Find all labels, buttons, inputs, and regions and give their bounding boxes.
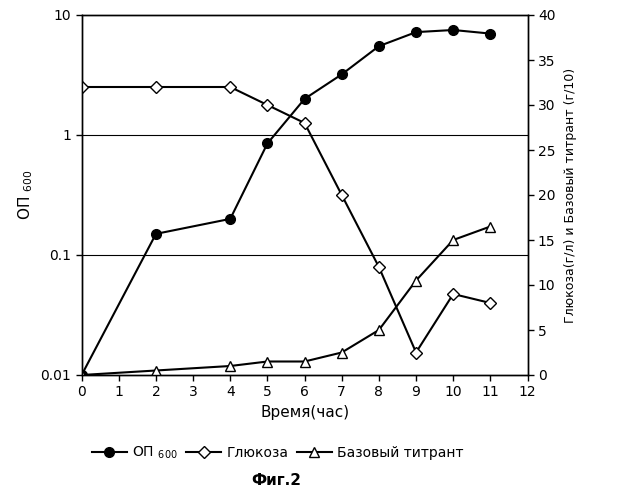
Глюкоза: [78, 84, 85, 90]
ОП $_{600}$: [78, 372, 85, 378]
Базовый титрант: [487, 224, 494, 230]
Глюкоза: [227, 84, 234, 90]
X-axis label: Время(час): Время(час): [260, 405, 349, 420]
Базовый титрант: [412, 278, 420, 283]
Базовый титрант: [375, 327, 382, 333]
Базовый титрант: [338, 350, 345, 356]
Line: ОП $_{600}$: ОП $_{600}$: [77, 25, 495, 380]
Глюкоза: [450, 291, 457, 297]
Глюкоза: [338, 192, 345, 198]
ОП $_{600}$: [412, 29, 420, 35]
Legend: ОП $_{600}$, Глюкоза, Базовый титрант: ОП $_{600}$, Глюкоза, Базовый титрант: [87, 440, 469, 467]
Y-axis label: Глюкоза(г/л) и Базовый титрант (г/10): Глюкоза(г/л) и Базовый титрант (г/10): [564, 68, 577, 322]
Базовый титрант: [450, 237, 457, 243]
Базовый титрант: [152, 368, 160, 374]
Базовый титрант: [227, 363, 234, 369]
ОП $_{600}$: [338, 72, 345, 78]
Глюкоза: [152, 84, 160, 90]
ОП $_{600}$: [487, 30, 494, 36]
ОП $_{600}$: [264, 140, 271, 146]
Базовый титрант: [78, 372, 85, 378]
Глюкоза: [412, 350, 420, 356]
ОП $_{600}$: [375, 43, 382, 49]
Line: Базовый титрант: Базовый титрант: [77, 222, 495, 380]
ОП $_{600}$: [301, 96, 308, 102]
Глюкоза: [487, 300, 494, 306]
Глюкоза: [264, 102, 271, 108]
Text: Фиг.2: Фиг.2: [251, 473, 301, 488]
Базовый титрант: [264, 358, 271, 364]
ОП $_{600}$: [450, 27, 457, 33]
Line: Глюкоза: Глюкоза: [77, 83, 494, 356]
Базовый титрант: [301, 358, 308, 364]
ОП $_{600}$: [152, 231, 160, 237]
Глюкоза: [375, 264, 382, 270]
Y-axis label: ОП $_{600}$: ОП $_{600}$: [16, 170, 35, 220]
Глюкоза: [301, 120, 308, 126]
ОП $_{600}$: [227, 216, 234, 222]
